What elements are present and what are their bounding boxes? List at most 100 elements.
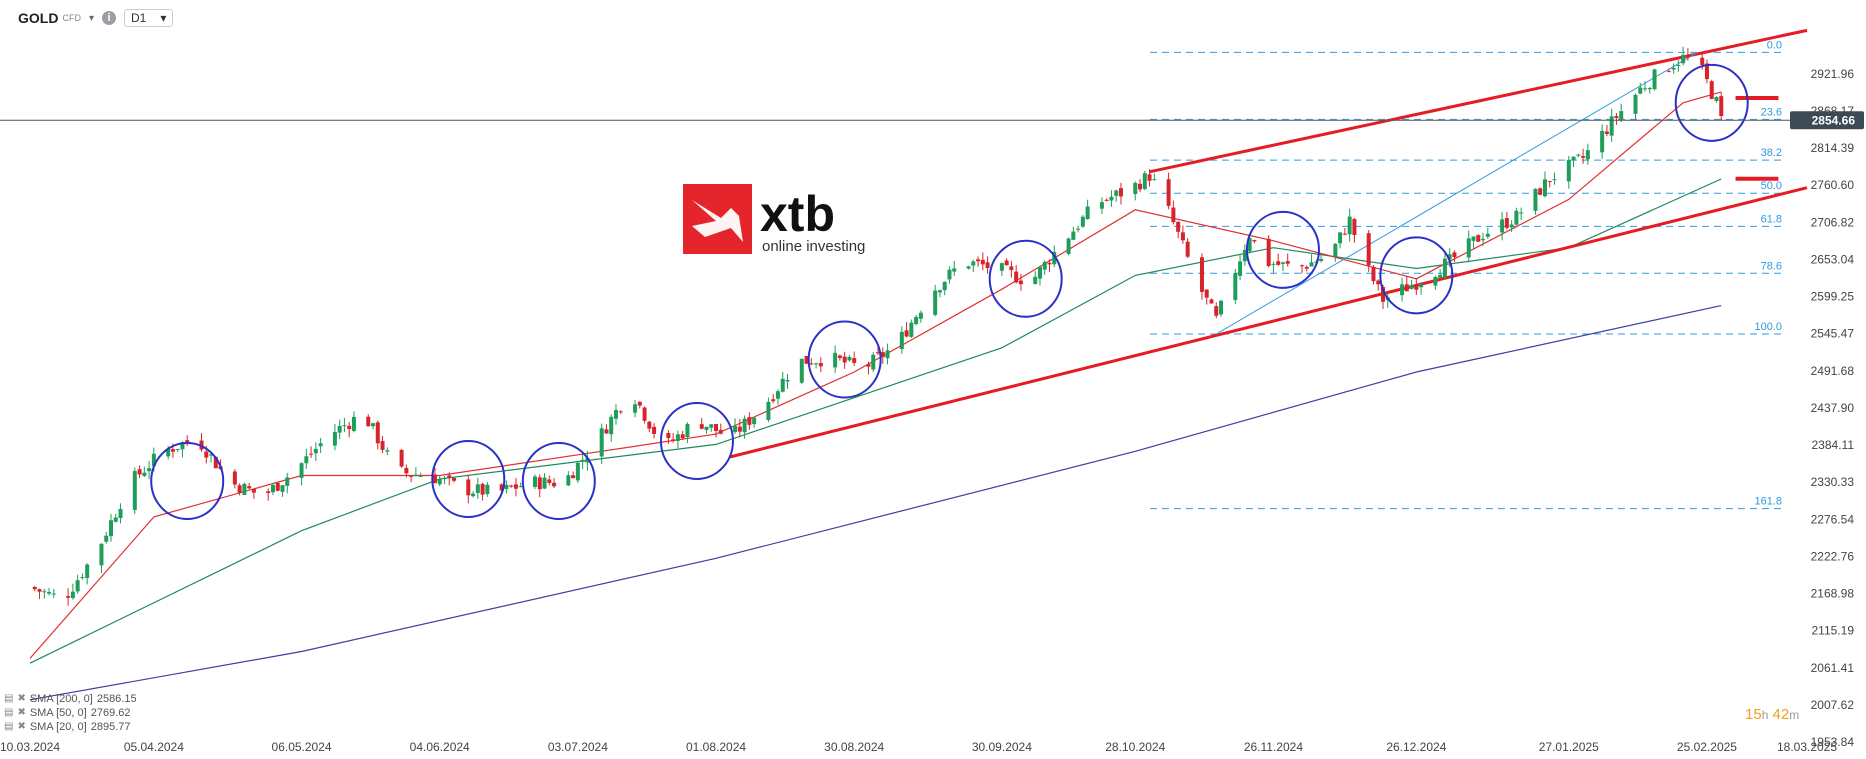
candle-body: [237, 485, 242, 493]
candle-body: [147, 468, 152, 472]
y-tick-label: 2168.98: [1811, 587, 1855, 601]
candle-body: [737, 426, 742, 432]
legend-label: SMA [20, 0]: [29, 721, 87, 733]
candle-body: [108, 520, 113, 537]
y-tick-label: 2222.76: [1811, 549, 1855, 563]
close-icon[interactable]: ✖: [17, 721, 26, 732]
candle-body: [471, 493, 476, 497]
y-tick-label: 2706.82: [1811, 215, 1855, 229]
symbol-dropdown-icon[interactable]: ▾: [88, 12, 94, 24]
candle-body: [432, 474, 437, 484]
candle-body: [652, 426, 657, 434]
candle-body: [113, 517, 118, 522]
candle-body: [66, 596, 71, 598]
settings-icon[interactable]: ▤: [4, 721, 14, 732]
candle-body: [785, 379, 790, 382]
fib-swing-line: [1216, 52, 1698, 335]
candle-body: [1209, 299, 1214, 304]
candle-body: [637, 401, 642, 406]
candle-body: [1604, 131, 1609, 134]
candle-body: [1018, 280, 1023, 285]
candle-body: [814, 363, 819, 365]
candle-body: [1171, 207, 1176, 223]
candle-body: [1309, 262, 1314, 267]
highlight-circle: [1674, 63, 1749, 142]
candle-body: [285, 477, 290, 486]
candle-body: [985, 262, 990, 269]
x-tick-label: 03.07.2024: [548, 740, 608, 754]
candle-body: [618, 411, 623, 413]
candle-body: [1547, 180, 1552, 182]
info-icon[interactable]: i: [101, 11, 116, 25]
candle-body: [899, 331, 904, 349]
candle-body: [366, 416, 371, 427]
candle-body: [318, 443, 323, 447]
candle-body: [42, 591, 47, 593]
candle-body: [1142, 173, 1147, 190]
candle-body: [385, 450, 390, 452]
candle-body: [1133, 182, 1138, 195]
candle-body: [80, 577, 85, 579]
candle-body: [585, 457, 590, 463]
timer-minutes: 42: [1772, 706, 1790, 723]
candle-body: [1285, 261, 1290, 264]
candle-body: [1166, 179, 1171, 206]
candle-body: [1700, 57, 1705, 65]
sma-line: [29, 91, 1722, 659]
candle-body: [1581, 156, 1586, 158]
candle-body: [699, 424, 704, 429]
candle-body: [1176, 221, 1181, 232]
candle-body: [1714, 97, 1719, 101]
candle-body: [1233, 273, 1238, 301]
candle-body: [575, 462, 580, 481]
candle-body: [480, 483, 485, 495]
legend-row[interactable]: ▤ ✖ SMA [20, 0] 2895.77: [4, 720, 137, 734]
candle-body: [204, 451, 209, 458]
candle-body: [742, 418, 747, 433]
close-icon[interactable]: ✖: [17, 707, 26, 718]
current-price-line: 2854.66: [0, 111, 1864, 130]
candle-body: [666, 433, 671, 439]
candle-body: [1452, 252, 1457, 258]
settings-icon[interactable]: ▤: [4, 693, 14, 704]
candle-body: [718, 429, 723, 434]
candle-body: [1600, 130, 1605, 153]
timeframe-select[interactable]: D1 ▾: [123, 9, 174, 27]
candle-body: [1047, 262, 1052, 265]
candle-body: [1414, 284, 1419, 290]
legend-label: SMA [50, 0]: [29, 707, 87, 719]
candle-body: [1719, 96, 1724, 117]
close-icon[interactable]: ✖: [17, 693, 26, 704]
candle-body: [142, 472, 147, 476]
candle-body: [1319, 258, 1324, 261]
x-tick-label: 10.03.2024: [0, 740, 60, 754]
candle-body: [604, 429, 609, 434]
current-price-badge: [1790, 111, 1864, 130]
candle-body: [404, 467, 409, 474]
candle-body: [51, 593, 56, 595]
candle-body: [952, 268, 957, 272]
candle-body: [447, 475, 452, 478]
candle-body: [1185, 241, 1190, 257]
candle-body: [337, 425, 342, 433]
candle-body: [775, 391, 780, 399]
legend-row[interactable]: ▤ ✖ SMA [50, 0] 2769.62: [4, 706, 137, 720]
legend-row[interactable]: ▤ ✖ SMA [200, 0] 2586.15: [4, 692, 137, 706]
settings-icon[interactable]: ▤: [4, 707, 14, 718]
symbol-label[interactable]: GOLD: [18, 10, 59, 26]
candle-body: [332, 432, 337, 446]
candle-body: [1238, 261, 1243, 276]
candle-body: [437, 478, 442, 485]
candle-body: [876, 352, 881, 354]
current-price-label: 2854.66: [1812, 113, 1856, 127]
candle-body: [709, 424, 714, 428]
candle-body: [1118, 188, 1123, 197]
candle-body: [599, 428, 604, 457]
candle-body: [852, 358, 857, 363]
candle-body: [1266, 238, 1271, 266]
candle-body: [1004, 260, 1009, 266]
candle-body: [413, 474, 418, 476]
candle-body: [1376, 280, 1381, 285]
candle-body: [266, 491, 271, 493]
